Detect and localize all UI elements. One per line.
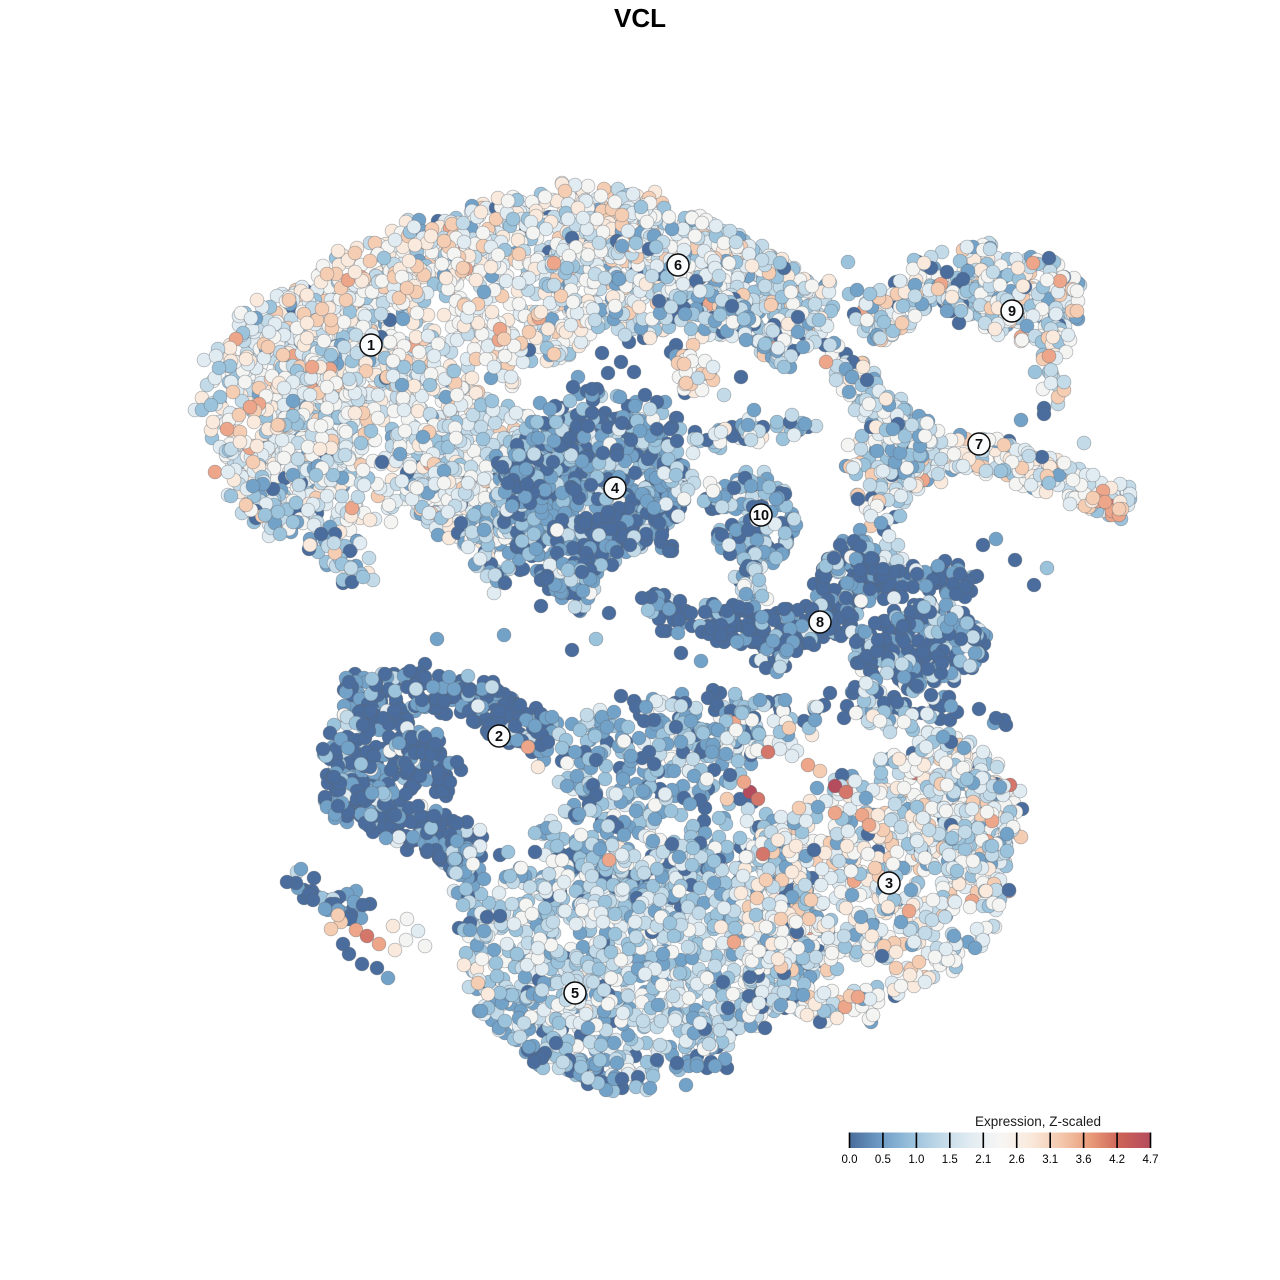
svg-text:VCL: VCL (614, 3, 666, 33)
